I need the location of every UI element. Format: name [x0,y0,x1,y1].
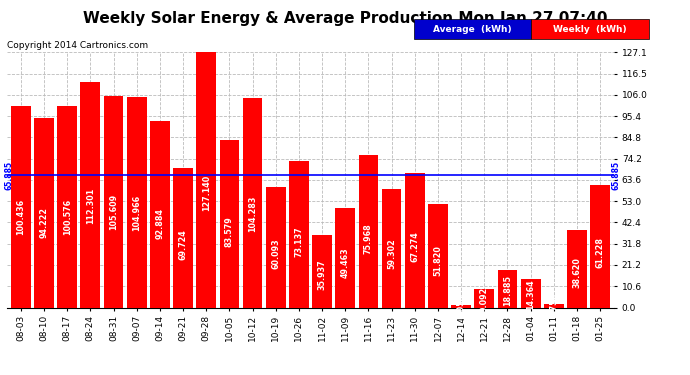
Text: 1.752: 1.752 [549,293,558,318]
Bar [544,304,564,307]
Text: 69.724: 69.724 [179,229,188,260]
Bar [497,270,518,308]
Text: 1.053: 1.053 [457,294,466,319]
Text: 14.364: 14.364 [526,279,535,310]
Text: Average  (kWh): Average (kWh) [433,25,512,34]
Bar [567,230,587,308]
Bar [243,98,262,308]
Bar [266,187,286,308]
Text: 105.609: 105.609 [109,194,118,230]
Bar [289,161,308,308]
Text: 94.222: 94.222 [39,207,48,238]
Text: 60.093: 60.093 [271,238,280,268]
Bar [104,96,124,308]
Text: 9.092: 9.092 [480,286,489,312]
Text: 65.885: 65.885 [5,161,14,190]
Bar [219,140,239,308]
Text: 35.937: 35.937 [317,260,326,290]
Bar [475,289,494,308]
Bar [405,172,424,308]
Bar [451,305,471,308]
Text: 61.228: 61.228 [595,237,604,268]
Text: 18.885: 18.885 [503,275,512,306]
Bar [197,53,216,308]
Bar [34,118,54,308]
Text: 112.301: 112.301 [86,188,95,224]
Bar [173,168,193,308]
Bar [127,97,146,308]
Text: 67.274: 67.274 [411,231,420,262]
Text: 65.885: 65.885 [612,161,621,190]
Text: 49.463: 49.463 [341,248,350,278]
Bar [521,279,540,308]
Bar [57,106,77,308]
Bar [335,208,355,308]
Text: 127.140: 127.140 [201,175,210,211]
Text: 59.302: 59.302 [387,238,396,269]
Bar [81,82,100,308]
Text: 100.436: 100.436 [17,199,26,235]
Bar [11,106,30,307]
Bar [382,189,402,308]
Text: Weekly  (kWh): Weekly (kWh) [553,25,627,34]
Text: 83.579: 83.579 [225,217,234,248]
Text: 104.283: 104.283 [248,195,257,231]
Text: 75.968: 75.968 [364,224,373,254]
Text: Weekly Solar Energy & Average Production Mon Jan 27 07:40: Weekly Solar Energy & Average Production… [83,11,607,26]
Bar [150,121,170,308]
Text: 73.137: 73.137 [295,226,304,257]
Text: Copyright 2014 Cartronics.com: Copyright 2014 Cartronics.com [7,41,148,50]
Text: 92.884: 92.884 [155,208,164,239]
Text: 38.620: 38.620 [573,257,582,288]
Bar [591,184,610,308]
Bar [428,204,448,308]
Bar [313,236,332,308]
Text: 100.576: 100.576 [63,199,72,235]
Bar [359,155,378,308]
Text: 51.820: 51.820 [433,245,442,276]
Text: 104.966: 104.966 [132,195,141,231]
